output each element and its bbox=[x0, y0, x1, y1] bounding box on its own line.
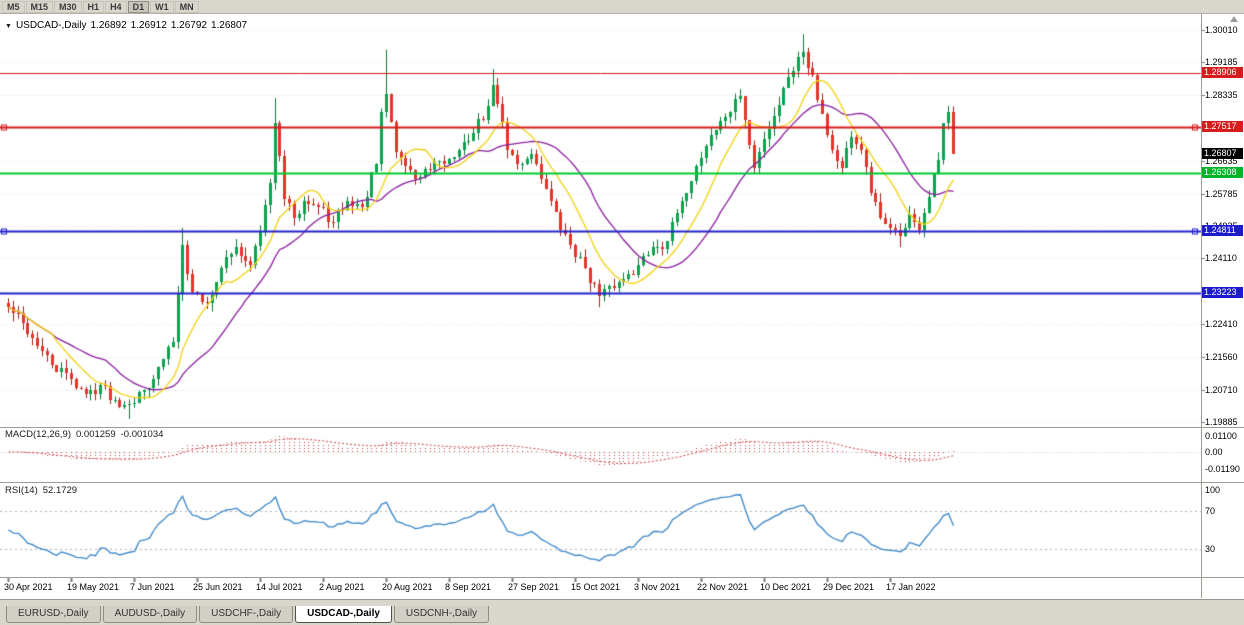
ohlc-high: 1.26912 bbox=[130, 20, 167, 31]
price-level-tag: 1.27517 bbox=[1202, 121, 1243, 132]
date-label: 19 May 2021 bbox=[67, 582, 120, 592]
timeframe-button-d1[interactable]: D1 bbox=[127, 0, 150, 13]
price-level-tag: 1.24811 bbox=[1202, 225, 1243, 236]
rsi-axis-label: 30 bbox=[1205, 544, 1216, 554]
price-tick-label: 1.25785 bbox=[1205, 189, 1238, 199]
ohlc-close: 1.26807 bbox=[210, 20, 248, 31]
macd-axis-label: 0.01100 bbox=[1205, 431, 1237, 441]
symbol-title: USDCAD-,Daily bbox=[15, 20, 87, 31]
date-label: 17 Jan 2022 bbox=[886, 582, 936, 592]
rsi-indicator-label: RSI(14) 52.1729 bbox=[5, 485, 82, 496]
macd-signal-value: -0.001034 bbox=[120, 429, 164, 440]
macd-name: MACD(12,26,9) bbox=[5, 429, 71, 440]
price-tick-label: 1.22410 bbox=[1205, 319, 1238, 329]
rsi-axis-label: 70 bbox=[1205, 506, 1216, 516]
timeframe-toolbar: M5 M15 M30 H1 H4 D1 W1 MN bbox=[0, 0, 1244, 14]
price-tick-label: 1.28335 bbox=[1205, 90, 1238, 100]
timeframe-button-h4[interactable]: H4 bbox=[105, 0, 127, 13]
date-label: 3 Nov 2021 bbox=[634, 582, 681, 592]
date-label: 15 Oct 2021 bbox=[571, 582, 621, 592]
price-axis-separator bbox=[1201, 14, 1202, 598]
rsi-axis-label: 100 bbox=[1205, 485, 1221, 495]
price-tick-label: 1.24110 bbox=[1205, 253, 1237, 263]
macd-indicator-label: MACD(12,26,9) 0.001259 -0.001034 bbox=[5, 429, 168, 440]
ohlc-open: 1.26892 bbox=[90, 20, 127, 31]
macd-axis-label: 0.00 bbox=[1205, 447, 1223, 457]
pane-separator-macd-rsi[interactable] bbox=[0, 482, 1244, 483]
date-label: 8 Sep 2021 bbox=[445, 582, 492, 592]
date-label: 22 Nov 2021 bbox=[697, 582, 749, 592]
chart-tab-usdcad[interactable]: USDCAD-,Daily bbox=[295, 606, 392, 623]
price-axis[interactable]: 1.300101.291851.283351.274851.266351.257… bbox=[1201, 14, 1244, 598]
timeframe-button-h1[interactable]: H1 bbox=[82, 0, 105, 13]
price-tick-label: 1.19885 bbox=[1205, 417, 1238, 427]
macd-axis-label: -0.01190 bbox=[1205, 464, 1240, 474]
price-level-tag: 1.23223 bbox=[1202, 287, 1243, 298]
chart-tab-audusd[interactable]: AUDUSD-,Daily bbox=[102, 606, 198, 623]
date-label: 25 Jun 2021 bbox=[193, 582, 243, 592]
chart-symbol-label: ▼ USDCAD-,Daily 1.26892 1.26912 1.26792 1.268… bbox=[5, 20, 251, 31]
price-tick-label: 1.26635 bbox=[1205, 156, 1238, 166]
chart-tab-bar: EURUSD-,Daily AUDUSD-,Daily USDCHF-,Daily U… bbox=[0, 599, 1244, 625]
price-level-tag: 1.26308 bbox=[1202, 167, 1243, 178]
pane-separator-rsi-dates bbox=[0, 577, 1244, 578]
date-label: 7 Jun 2021 bbox=[130, 582, 175, 592]
chart-tab-usdchf[interactable]: USDCHF-,Daily bbox=[199, 606, 294, 623]
scroll-marker-icon[interactable] bbox=[1230, 16, 1238, 22]
date-label: 14 Jul 2021 bbox=[256, 582, 303, 592]
timeframe-button-m15[interactable]: M15 bbox=[25, 0, 54, 13]
chart-tab-usdcnh[interactable]: USDCNH-,Daily bbox=[393, 606, 490, 623]
rsi-value: 52.1729 bbox=[42, 485, 78, 496]
date-label: 2 Aug 2021 bbox=[319, 582, 365, 592]
macd-main-value: 0.001259 bbox=[76, 429, 116, 440]
date-label: 10 Dec 2021 bbox=[760, 582, 812, 592]
date-label: 29 Dec 2021 bbox=[823, 582, 875, 592]
current-price-tag: 1.26807 bbox=[1202, 148, 1243, 159]
rsi-name: RSI(14) bbox=[5, 485, 38, 496]
time-axis[interactable]: 30 Apr 2021 19 May 2021 7 Jun 2021 25 Jun 2… bbox=[0, 578, 1201, 598]
timeframe-button-m5[interactable]: M5 bbox=[2, 0, 25, 13]
price-tick-label: 1.29185 bbox=[1205, 57, 1238, 67]
chart-tab-eurusd[interactable]: EURUSD-,Daily bbox=[6, 606, 101, 623]
price-tick-label: 1.21560 bbox=[1205, 352, 1238, 362]
price-tick-label: 1.30010 bbox=[1205, 25, 1238, 35]
timeframe-button-m30[interactable]: M30 bbox=[54, 0, 82, 13]
timeframe-button-mn[interactable]: MN bbox=[174, 0, 199, 13]
collapse-arrow-icon[interactable]: ▼ bbox=[5, 23, 12, 30]
pane-separator-price-macd[interactable] bbox=[0, 427, 1244, 428]
price-tick-label: 1.20710 bbox=[1205, 385, 1238, 395]
price-level-tag: 1.28906 bbox=[1202, 67, 1243, 78]
date-label: 20 Aug 2021 bbox=[382, 582, 433, 592]
date-label: 27 Sep 2021 bbox=[508, 582, 560, 592]
timeframe-button-w1[interactable]: W1 bbox=[150, 0, 174, 13]
date-label: 30 Apr 2021 bbox=[4, 582, 53, 592]
ohlc-low: 1.26792 bbox=[170, 20, 207, 31]
